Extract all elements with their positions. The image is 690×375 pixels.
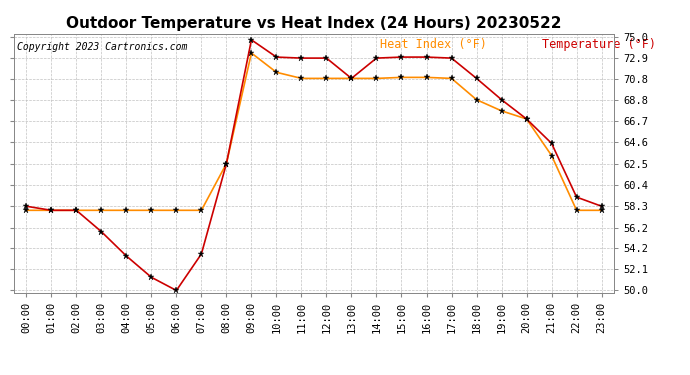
Text: Heat Index (°F): Heat Index (°F) xyxy=(380,38,487,51)
Title: Outdoor Temperature vs Heat Index (24 Hours) 20230522: Outdoor Temperature vs Heat Index (24 Ho… xyxy=(66,16,562,31)
Text: Temperature (°F): Temperature (°F) xyxy=(542,38,656,51)
Text: Copyright 2023 Cartronics.com: Copyright 2023 Cartronics.com xyxy=(17,42,187,51)
